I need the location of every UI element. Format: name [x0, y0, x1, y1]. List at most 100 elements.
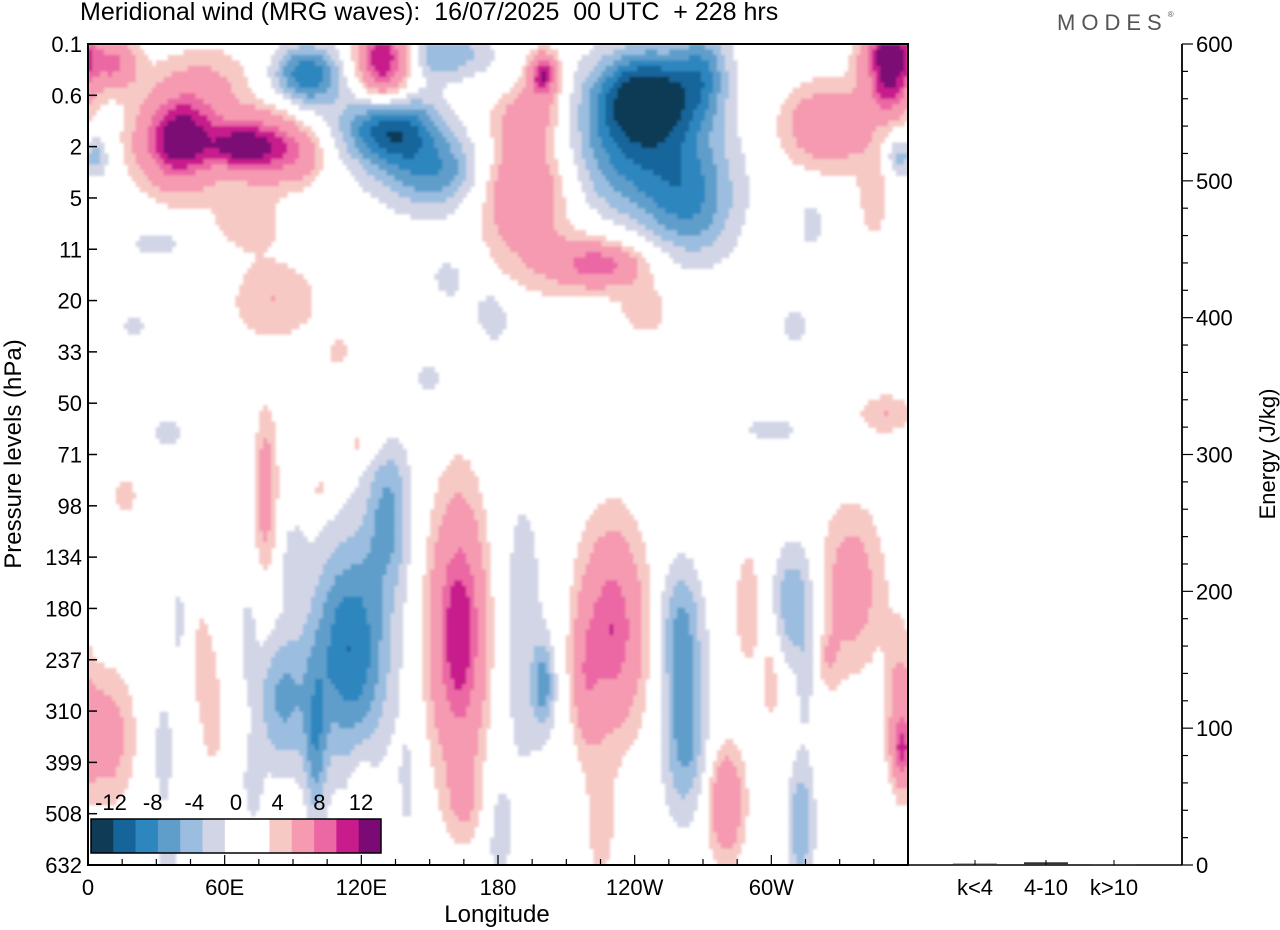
heatmap-cell	[549, 109, 559, 116]
heatmap-cell	[613, 82, 622, 89]
heatmap-cell	[876, 98, 901, 105]
heatmap-cell	[438, 153, 455, 160]
heatmap-cell	[896, 82, 905, 89]
heatmap-cell	[155, 766, 173, 773]
heatmap-cell	[88, 766, 117, 773]
heatmap-cell	[322, 695, 344, 702]
heatmap-cell	[780, 109, 794, 116]
heatmap-cell	[482, 323, 507, 330]
heatmap-cell	[318, 739, 328, 746]
heatmap-cell	[509, 700, 531, 707]
heatmap-cell	[235, 301, 312, 308]
heatmap-cell	[669, 602, 698, 609]
heatmap-cell	[446, 137, 459, 144]
heatmap-cell	[573, 158, 587, 166]
heatmap-cell	[91, 49, 105, 56]
heatmap-cell	[442, 646, 447, 653]
heatmap-cell	[127, 44, 141, 51]
heatmap-cell	[553, 180, 563, 187]
heatmap-cell	[792, 761, 810, 768]
heatmap-cell	[306, 667, 328, 675]
heatmap-cell	[824, 536, 845, 543]
heatmap-cell	[454, 191, 467, 198]
heatmap-cell	[549, 120, 559, 127]
heatmap-cell	[151, 153, 161, 160]
heatmap-cell	[792, 87, 853, 94]
heatmap-cell	[88, 82, 129, 89]
heatmap-cell	[159, 782, 169, 789]
heatmap-cell	[310, 766, 324, 773]
heatmap-cell	[422, 695, 431, 702]
heatmap-cell	[486, 695, 491, 702]
heatmap-cell	[597, 596, 626, 603]
heatmap-cell	[88, 706, 121, 713]
heatmap-cell	[370, 542, 396, 549]
heatmap-cell	[645, 49, 658, 56]
heatmap-cell	[310, 761, 324, 768]
heatmap-cell	[450, 799, 475, 806]
heatmap-cell	[577, 120, 591, 127]
heatmap-cell	[470, 815, 479, 822]
heatmap-cell	[681, 164, 702, 171]
heatmap-cell	[482, 202, 495, 209]
heatmap-cell	[577, 755, 622, 762]
heatmap-cell	[864, 542, 881, 549]
heatmap-cell	[314, 678, 324, 685]
heatmap-cell	[430, 602, 443, 609]
heatmap-cell	[283, 591, 316, 598]
heatmap-cell	[486, 689, 491, 696]
heatmap-cell	[271, 109, 288, 116]
heatmap-cell	[402, 498, 412, 505]
heatmap-cell	[486, 662, 495, 669]
heatmap-cell	[856, 65, 869, 72]
heatmap-cell	[625, 717, 642, 724]
heatmap-cell	[255, 536, 264, 543]
heatmap-cell	[88, 793, 121, 800]
heatmap-cell	[533, 657, 551, 664]
heatmap-cell	[501, 153, 547, 160]
heatmap-cell	[394, 459, 408, 467]
heatmap-cell	[888, 733, 897, 740]
heatmap-cell	[617, 208, 646, 215]
heatmap-cell	[358, 54, 368, 62]
heatmap-cell	[577, 706, 630, 713]
heatmap-cell	[243, 640, 260, 647]
heatmap-cell	[832, 580, 873, 587]
heatmap-cell	[824, 542, 841, 549]
heatmap-cell	[589, 558, 634, 565]
heatmap-cell	[720, 843, 734, 850]
heatmap-cell	[482, 563, 491, 571]
heatmap-cell	[581, 574, 638, 581]
heatmap-cell	[179, 93, 197, 100]
heatmap-cell	[693, 662, 702, 669]
heatmap-cell	[350, 492, 372, 499]
heatmap-cell	[792, 832, 810, 839]
heatmap-cell	[88, 761, 121, 768]
heatmap-cell	[872, 574, 885, 581]
heatmap-cell	[259, 553, 272, 560]
colorbar-swatch	[157, 819, 181, 853]
heatmap-cell	[904, 662, 908, 669]
heatmap-cell	[549, 164, 559, 171]
heatmap-cell	[517, 251, 587, 259]
heatmap-cell	[697, 104, 710, 111]
heatmap-cell	[446, 657, 471, 664]
heatmap-cell	[701, 87, 714, 94]
heatmap-cell	[123, 158, 137, 166]
heatmap-cell	[601, 251, 630, 259]
heatmap-cell	[318, 580, 336, 587]
heatmap-cell	[394, 525, 404, 532]
heatmap-cell	[581, 667, 622, 675]
heatmap-cell	[442, 755, 475, 762]
heatmap-cell	[450, 558, 467, 565]
heatmap-cell	[569, 624, 575, 631]
heatmap-cell	[450, 804, 475, 811]
heatmap-cell	[728, 87, 738, 94]
heatmap-cell	[689, 120, 702, 127]
heatmap-cell	[494, 832, 511, 839]
heatmap-cell	[685, 607, 698, 614]
heatmap-cell	[422, 602, 431, 609]
heatmap-cell	[884, 667, 893, 675]
heatmap-cell	[609, 202, 638, 209]
heatmap-cell	[322, 766, 328, 773]
